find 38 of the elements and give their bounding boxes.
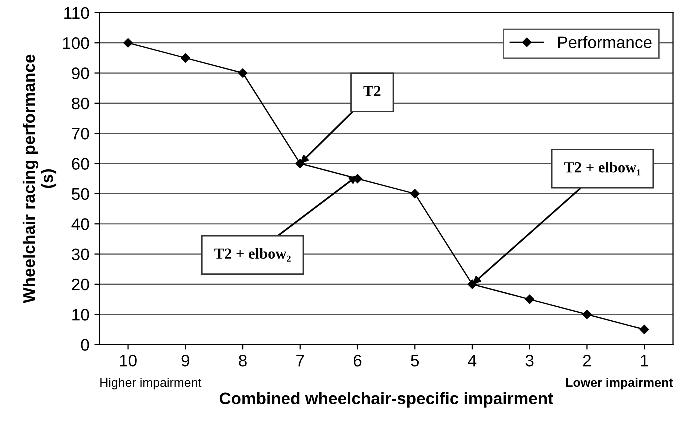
annotation: T2 + elbow₂ (214, 248, 291, 262)
legend-label: Performance (558, 36, 652, 48)
point (410, 189, 420, 199)
point (640, 325, 650, 334)
y-tick-label: 0 (81, 339, 90, 352)
x-tick-label: 10 (120, 354, 137, 367)
y-tick-label: 40 (72, 218, 90, 230)
y-tick-label: 90 (72, 68, 90, 80)
annotation: T2 (364, 86, 381, 96)
x-tick-label: 4 (468, 355, 477, 367)
y-tick-label: 100 (63, 38, 90, 50)
annotation: T2 + elbow₁ (564, 162, 641, 176)
y-tick-label: 50 (72, 188, 90, 200)
y-axis-title: Wheelchair racing performance (s) (22, 54, 57, 304)
point (238, 68, 248, 78)
y-tick-label: 70 (72, 128, 90, 140)
point (181, 54, 190, 63)
y-tick-label: 110 (64, 7, 90, 20)
text: Lower impairment (566, 378, 674, 390)
y-tick-label: 80 (72, 98, 90, 110)
x-tick-label: 5 (411, 355, 420, 367)
x-tick-label: 8 (239, 354, 247, 367)
x-axis-title: Combined wheelchair-specific impairment (220, 392, 554, 408)
x-tick-label: 7 (296, 355, 304, 367)
point (124, 38, 133, 48)
point (525, 294, 534, 304)
y-tick-label: 30 (72, 248, 90, 260)
y-tick-label: 10 (72, 309, 90, 321)
x-tick-label: 2 (583, 354, 592, 367)
x-tick-label: 6 (354, 354, 362, 367)
y-tick-label: 60 (72, 158, 90, 170)
point (582, 310, 592, 320)
x-tick-label: 1 (641, 355, 648, 367)
x-tick-label: 9 (182, 354, 190, 367)
text: Higher impairment (100, 378, 202, 390)
x-tick-label: 3 (526, 354, 534, 367)
y-tick-label: 20 (72, 278, 90, 291)
point (296, 159, 306, 168)
